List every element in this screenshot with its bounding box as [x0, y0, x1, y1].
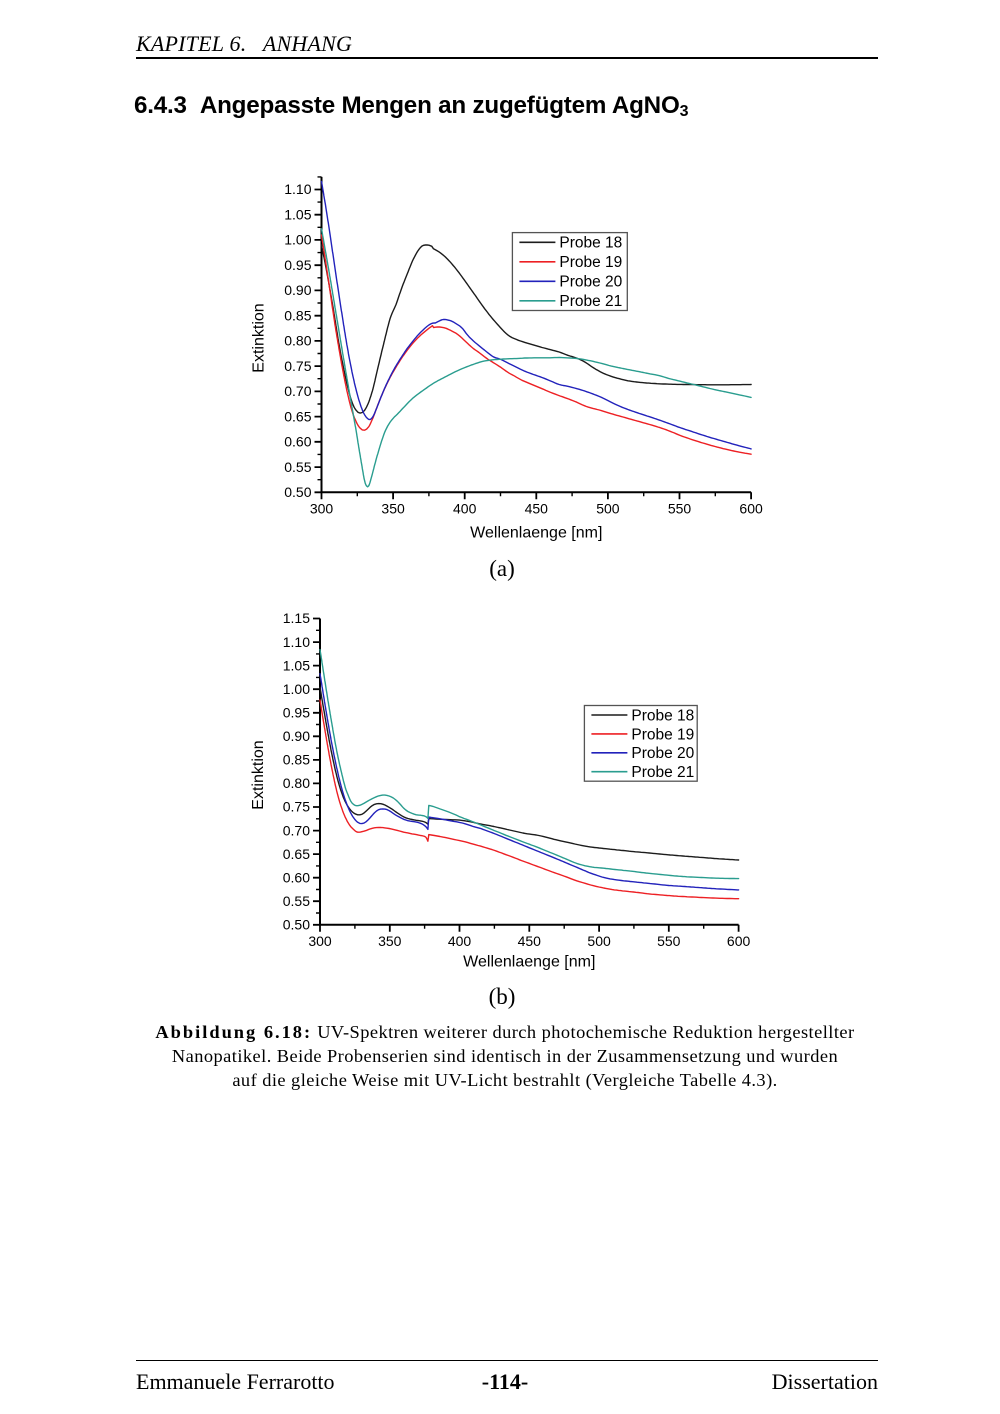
- svg-text:0.90: 0.90: [283, 728, 310, 744]
- svg-text:0.70: 0.70: [284, 383, 311, 399]
- svg-text:450: 450: [518, 933, 542, 949]
- svg-text:1.05: 1.05: [283, 657, 310, 673]
- svg-text:1.10: 1.10: [284, 181, 311, 197]
- svg-text:Probe 20: Probe 20: [559, 274, 622, 291]
- svg-text:350: 350: [381, 500, 405, 516]
- svg-text:0.85: 0.85: [283, 752, 310, 768]
- svg-text:450: 450: [525, 500, 549, 516]
- svg-text:0.85: 0.85: [284, 307, 311, 323]
- svg-text:1.05: 1.05: [284, 206, 311, 222]
- svg-text:0.60: 0.60: [283, 869, 310, 885]
- svg-text:Probe 18: Probe 18: [631, 707, 694, 724]
- svg-text:600: 600: [727, 933, 751, 949]
- svg-text:1.00: 1.00: [284, 232, 311, 248]
- svg-text:0.55: 0.55: [284, 459, 311, 475]
- svg-text:0.95: 0.95: [284, 257, 311, 273]
- svg-text:300: 300: [310, 500, 334, 516]
- svg-text:0.65: 0.65: [283, 846, 310, 862]
- svg-text:0.75: 0.75: [284, 358, 311, 374]
- svg-text:300: 300: [308, 933, 332, 949]
- svg-text:0.95: 0.95: [283, 705, 310, 721]
- svg-text:0.70: 0.70: [283, 822, 310, 838]
- svg-text:0.50: 0.50: [284, 484, 311, 500]
- svg-text:0.55: 0.55: [283, 893, 310, 909]
- svg-text:0.65: 0.65: [284, 408, 311, 424]
- svg-text:1.00: 1.00: [283, 681, 310, 697]
- svg-text:Wellenlaenge [nm]: Wellenlaenge [nm]: [470, 525, 602, 542]
- svg-text:400: 400: [448, 933, 472, 949]
- svg-text:350: 350: [378, 933, 402, 949]
- svg-text:0.90: 0.90: [284, 282, 311, 298]
- svg-text:550: 550: [668, 500, 692, 516]
- svg-text:0.50: 0.50: [283, 917, 310, 933]
- svg-text:0.75: 0.75: [283, 799, 310, 815]
- svg-text:400: 400: [453, 500, 477, 516]
- svg-text:600: 600: [739, 500, 763, 516]
- svg-text:1.10: 1.10: [283, 634, 310, 650]
- svg-text:500: 500: [596, 500, 620, 516]
- svg-text:Wellenlaenge [nm]: Wellenlaenge [nm]: [463, 954, 595, 971]
- svg-text:1.15: 1.15: [283, 610, 310, 626]
- svg-text:0.80: 0.80: [283, 775, 310, 791]
- svg-text:0.60: 0.60: [284, 434, 311, 450]
- svg-text:Probe 18: Probe 18: [559, 235, 622, 252]
- svg-text:550: 550: [657, 933, 681, 949]
- svg-text:Probe 20: Probe 20: [631, 745, 694, 762]
- svg-text:0.80: 0.80: [284, 333, 311, 349]
- svg-text:Probe 19: Probe 19: [559, 254, 622, 271]
- svg-text:500: 500: [587, 933, 611, 949]
- svg-text:Extinktion: Extinktion: [251, 303, 268, 372]
- svg-text:Probe 21: Probe 21: [559, 293, 622, 310]
- svg-text:Extinktion: Extinktion: [250, 740, 267, 809]
- svg-text:Probe 21: Probe 21: [631, 764, 694, 781]
- svg-text:Probe 19: Probe 19: [631, 726, 694, 743]
